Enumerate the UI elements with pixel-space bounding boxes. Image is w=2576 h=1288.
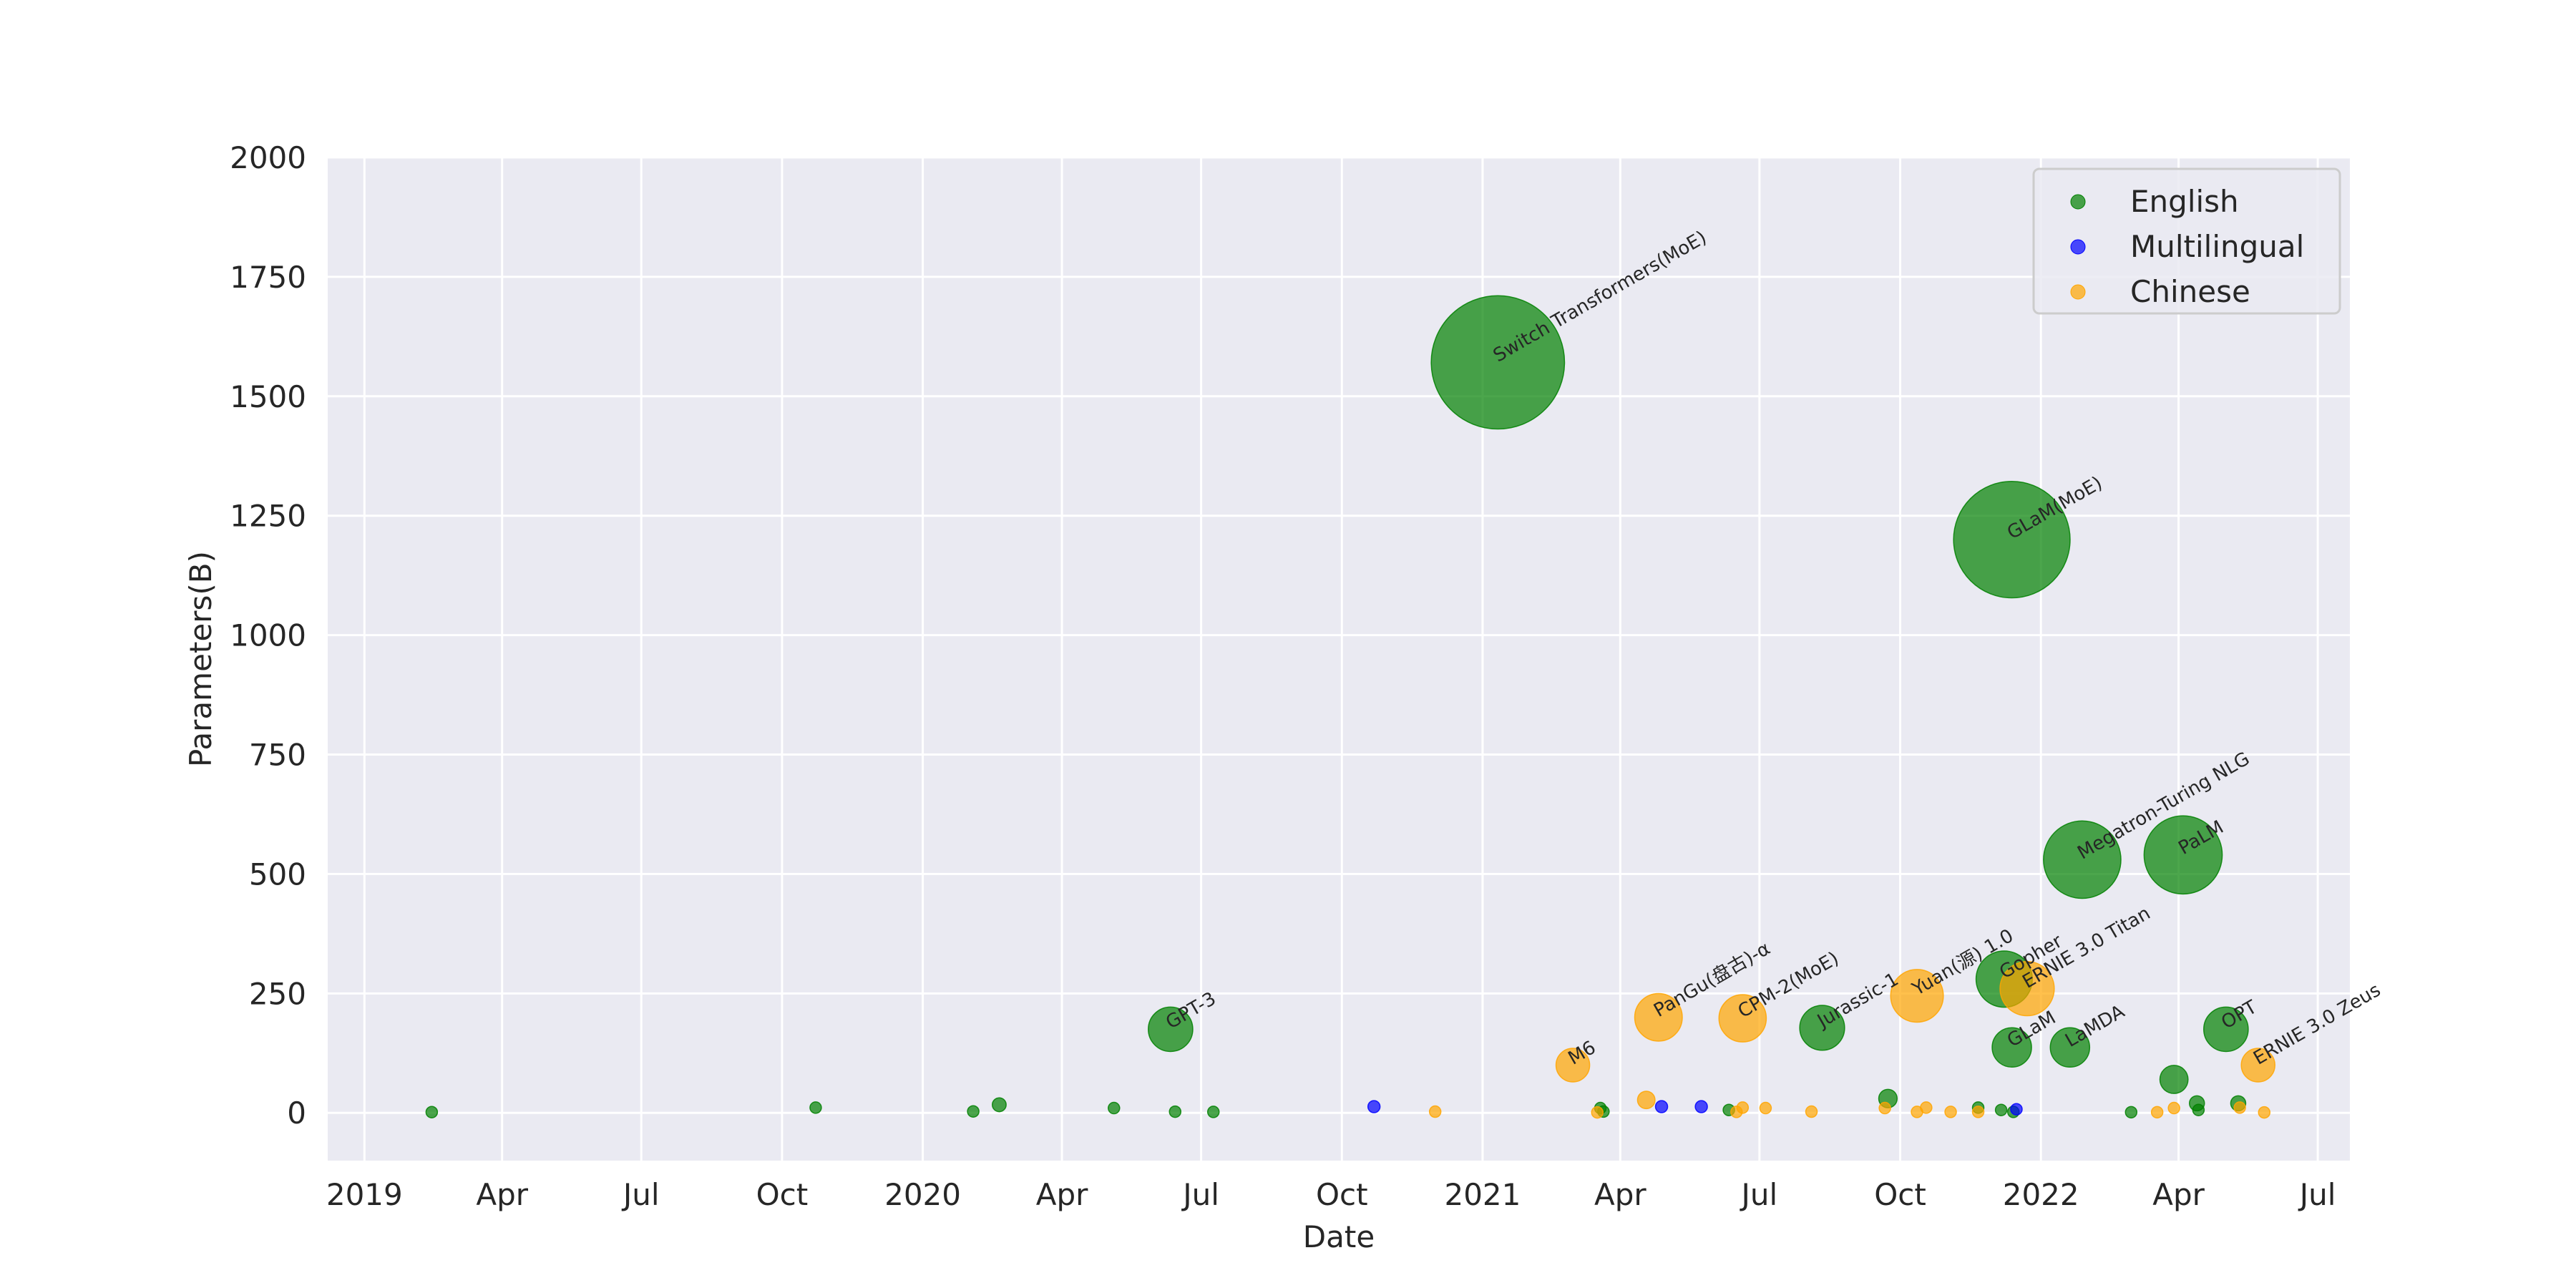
y-tick-label: 750 xyxy=(249,738,306,773)
point-chinese xyxy=(2233,1101,2246,1114)
point-english xyxy=(1206,1106,1220,1118)
y-tick-label: 2000 xyxy=(230,140,306,175)
grid-lines xyxy=(328,156,2350,1161)
y-tick-label: 1500 xyxy=(230,379,306,414)
point-english xyxy=(1953,480,2071,599)
point-english xyxy=(1430,295,1566,430)
x-tick-label: Apr xyxy=(1594,1177,1646,1212)
point-english xyxy=(809,1101,822,1114)
point-english xyxy=(1991,1027,2032,1068)
y-tick-labels: 0 250 500 750 1000 1250 1500 1750 2000 xyxy=(230,140,306,1131)
point-chinese xyxy=(1636,1091,1656,1110)
y-tick-label: 500 xyxy=(249,857,306,892)
x-tick-label: 2020 xyxy=(884,1177,961,1212)
point-english xyxy=(1108,1101,1121,1115)
x-tick-label: Jul xyxy=(1740,1177,1778,1212)
point-english xyxy=(967,1105,980,1118)
point-english xyxy=(1148,1006,1194,1053)
point-english xyxy=(2143,815,2223,895)
point-multilingual xyxy=(1654,1100,1669,1113)
point-english xyxy=(425,1106,439,1118)
legend-label-multilingual: Multilingual xyxy=(2130,229,2304,264)
point-english xyxy=(991,1097,1007,1113)
x-tick-label: Apr xyxy=(476,1177,528,1212)
legend-box xyxy=(2032,167,2341,315)
point-english xyxy=(2043,820,2122,899)
point-chinese xyxy=(1944,1106,1957,1118)
y-tick-label: 1000 xyxy=(230,618,306,653)
point-chinese xyxy=(1428,1105,1442,1118)
point-multilingual xyxy=(1367,1100,1381,1113)
point-chinese xyxy=(1890,969,1944,1023)
point-english xyxy=(1169,1105,1182,1118)
point-chinese xyxy=(1805,1105,1818,1118)
x-tick-label: Oct xyxy=(1874,1177,1926,1212)
point-chinese xyxy=(1634,992,1683,1042)
point-english xyxy=(2124,1106,2138,1119)
point-english xyxy=(2192,1103,2205,1116)
point-chinese xyxy=(1999,961,2055,1017)
point-chinese xyxy=(1878,1101,1891,1115)
x-tick-label: Jul xyxy=(621,1177,660,1212)
point-english xyxy=(2049,1027,2091,1068)
legend-label-chinese: Chinese xyxy=(2130,274,2250,309)
y-axis-label: Parameters(B) xyxy=(183,551,218,767)
x-tick-label: Jul xyxy=(2298,1177,2336,1212)
y-tick-label: 1250 xyxy=(230,499,306,534)
legend-marker-multilingual xyxy=(2070,239,2086,255)
x-tick-label: 2022 xyxy=(2003,1177,2079,1212)
point-chinese xyxy=(2150,1106,2164,1119)
point-chinese xyxy=(2258,1106,2271,1119)
x-tick-label: Oct xyxy=(1316,1177,1368,1212)
point-chinese xyxy=(1920,1101,1933,1114)
point-multilingual xyxy=(2010,1103,2023,1116)
legend: English Multilingual Chinese xyxy=(2032,167,2341,315)
x-axis-label: Date xyxy=(1303,1219,1375,1254)
point-english xyxy=(1994,1103,2008,1116)
point-chinese xyxy=(1591,1106,1604,1119)
x-tick-label: Apr xyxy=(1036,1177,1088,1212)
x-tick-label: Oct xyxy=(756,1177,809,1212)
x-tick-label: Apr xyxy=(2152,1177,2205,1212)
point-chinese xyxy=(2167,1101,2180,1115)
y-tick-label: 250 xyxy=(249,976,306,1011)
y-tick-label: 1750 xyxy=(230,260,306,295)
point-chinese xyxy=(2240,1048,2275,1083)
x-tick-label: 2021 xyxy=(1444,1177,1521,1212)
x-tick-label: Jul xyxy=(1181,1177,1219,1212)
point-chinese xyxy=(1718,994,1767,1043)
point-english xyxy=(2203,1006,2249,1053)
legend-marker-english xyxy=(2070,194,2086,210)
point-chinese xyxy=(1555,1048,1591,1083)
point-chinese xyxy=(1759,1101,1772,1115)
point-english xyxy=(1799,1005,1845,1051)
x-tick-label: 2019 xyxy=(326,1177,403,1212)
y-tick-label: 0 xyxy=(287,1096,306,1131)
point-chinese xyxy=(1736,1101,1750,1114)
point-chinese xyxy=(1971,1106,1985,1118)
x-tick-labels: 2019 Apr Jul Oct 2020 Apr Jul Oct 2021 Apr Jul Oct 2… xyxy=(326,1177,2336,1212)
legend-marker-chinese xyxy=(2070,284,2086,300)
data-points xyxy=(425,295,2275,1119)
legend-label-english: English xyxy=(2130,184,2239,219)
point-multilingual xyxy=(1694,1100,1708,1113)
point-english xyxy=(2159,1065,2189,1094)
